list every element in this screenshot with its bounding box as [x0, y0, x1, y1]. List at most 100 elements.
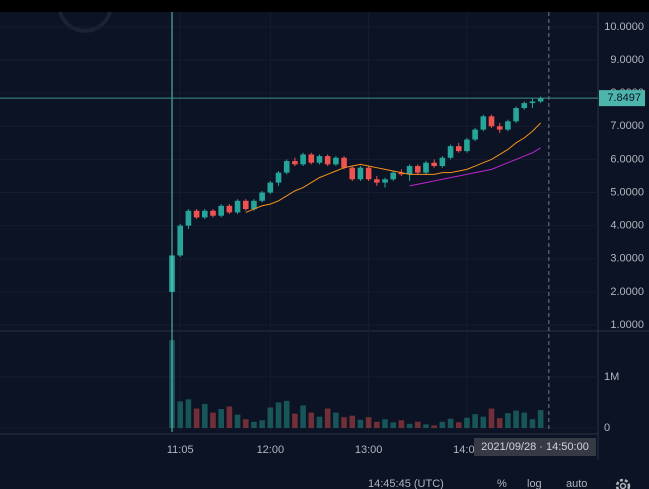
candle-body — [300, 154, 306, 165]
y-tick-label: 5.0000 — [610, 186, 644, 198]
candle-body — [455, 146, 462, 152]
y-tick-label: 1.0000 — [610, 319, 644, 331]
volume-bar — [382, 419, 388, 428]
volume-bar — [472, 414, 478, 428]
candle-body — [406, 166, 413, 175]
volume-bar — [251, 421, 257, 428]
volume-bar — [423, 424, 429, 428]
volume-bar — [464, 417, 470, 428]
candle-body — [341, 157, 347, 168]
moving-average — [245, 122, 542, 213]
y-tick-label: 7.0000 — [610, 120, 644, 132]
volume-bar — [234, 414, 241, 428]
candle-body — [431, 162, 437, 167]
candle-body — [283, 161, 290, 173]
volume-bar — [341, 417, 347, 428]
candle-body — [382, 179, 388, 183]
candle-body — [390, 172, 397, 180]
candle-body — [447, 146, 454, 158]
volume-bar — [210, 412, 216, 428]
x-tick-label: 13:00 — [355, 444, 383, 456]
candle-body — [537, 98, 544, 102]
volume-bar — [259, 420, 265, 428]
candle-body — [226, 205, 233, 213]
volume-bar — [218, 409, 224, 428]
y-tick-label: 9.0000 — [610, 54, 644, 66]
volume-bar — [316, 416, 323, 428]
percent-toggle[interactable]: % — [497, 478, 507, 489]
candle-body — [513, 108, 519, 122]
volume-bar — [201, 403, 208, 428]
candle-body — [201, 210, 208, 218]
volume-bar — [455, 422, 462, 428]
candle-body — [529, 101, 536, 104]
y-tick-label: 6.0000 — [610, 153, 644, 165]
price-label: 7.8497 — [607, 92, 641, 104]
volume-bar — [242, 419, 249, 428]
log-toggle[interactable]: log — [527, 478, 542, 489]
volume-bar — [365, 417, 372, 428]
logo — [58, 11, 112, 33]
price-label-box — [599, 90, 645, 107]
candle-body — [357, 167, 364, 180]
clock[interactable]: 14:45:45 (UTC) — [368, 478, 444, 489]
y-tick-label: 4.0000 — [610, 220, 644, 232]
volume-bar — [488, 408, 495, 428]
volume-bar — [374, 421, 380, 428]
candle-body — [308, 154, 315, 163]
candle-body — [521, 103, 528, 109]
candle-body — [267, 182, 274, 193]
volume-bar — [414, 421, 421, 428]
volume-bar — [398, 420, 405, 428]
candle-body — [464, 139, 470, 152]
volume-bar — [193, 408, 200, 428]
volume-tick-label: 1M — [604, 371, 619, 383]
candle-body — [480, 116, 487, 130]
candle-body — [439, 157, 446, 167]
candle-body — [275, 172, 282, 183]
volume-bar — [406, 423, 413, 428]
volume-bar — [267, 407, 274, 428]
candle-body — [365, 167, 372, 180]
volume-bar — [292, 413, 298, 428]
volume-bar — [226, 406, 233, 428]
candle-body — [210, 210, 216, 216]
candle-body — [398, 172, 405, 175]
candle-body — [177, 225, 184, 256]
time-label-box — [474, 438, 596, 456]
moving-average — [409, 147, 541, 187]
candle-body — [218, 205, 224, 216]
volume-bar — [300, 405, 306, 428]
volume-bar — [431, 425, 437, 428]
volume-bar — [185, 399, 192, 428]
top-bar — [0, 0, 649, 12]
volume-bar — [357, 419, 364, 428]
settings-icon[interactable] — [615, 478, 631, 489]
y-tick-label: 3.0000 — [610, 253, 644, 265]
candle-body — [333, 157, 339, 165]
candle-body — [505, 121, 511, 130]
volume-bar — [177, 401, 184, 428]
x-tick-label: 11:05 — [167, 444, 194, 456]
volume-bar — [513, 410, 519, 428]
volume-bar — [537, 410, 544, 428]
candle-body — [472, 129, 478, 140]
volume-bar — [505, 413, 511, 428]
volume-bar — [324, 408, 331, 428]
x-tick-label: 14:00 — [453, 444, 481, 456]
volume-bar — [521, 412, 528, 428]
candle-body — [185, 210, 192, 226]
volume-bar — [275, 402, 282, 428]
volume-bar — [333, 412, 339, 428]
candle-body — [292, 161, 298, 165]
candle-body — [349, 167, 356, 180]
volume-bar — [349, 415, 356, 428]
candle-body — [316, 156, 323, 163]
candle-body — [488, 116, 495, 127]
auto-toggle[interactable]: auto — [566, 478, 587, 489]
volume-bar — [496, 418, 503, 428]
candle-body — [414, 166, 421, 173]
candle-body — [423, 162, 429, 173]
time-label: 2021/09/28 · 14:50:00 — [481, 441, 589, 453]
